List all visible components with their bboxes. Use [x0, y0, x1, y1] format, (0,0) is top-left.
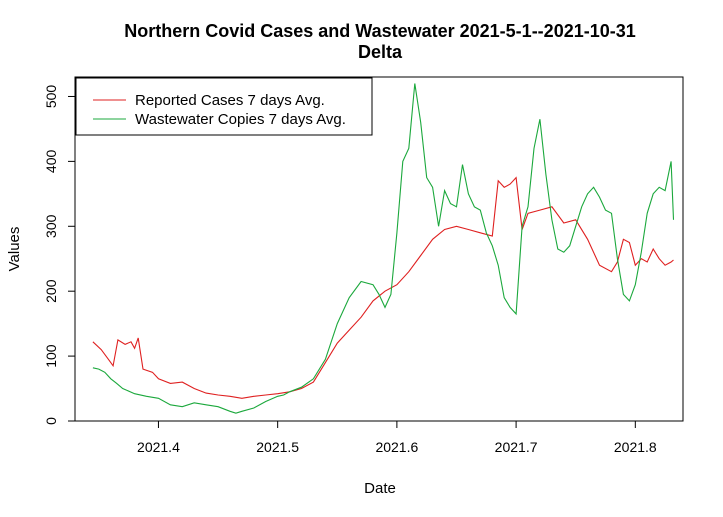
legend: Reported Cases 7 days Avg. Wastewater Co…	[75, 77, 373, 136]
y-tick-label: 200	[43, 279, 59, 303]
y-tick-label: 400	[43, 150, 59, 174]
y-tick-label: 0	[43, 417, 59, 425]
x-axis: 2021.4 2021.5 2021.6 2021.7 2021.8	[137, 421, 657, 455]
y-tick-label: 500	[43, 85, 59, 109]
series-line-0	[92, 176, 674, 399]
legend-label-wastewater: Wastewater Copies 7 days Avg.	[135, 111, 346, 128]
plot-frame	[74, 76, 684, 422]
chart-subtitle: Delta	[358, 42, 403, 62]
y-axis-label: Values	[6, 227, 23, 272]
x-tick-label: 2021.7	[495, 439, 538, 455]
x-tick-label: 2021.5	[256, 439, 299, 455]
x-tick-label: 2021.4	[137, 439, 180, 455]
series-line-1	[92, 83, 675, 414]
x-axis-label: Date	[364, 480, 396, 497]
y-tick-label: 300	[43, 214, 59, 238]
y-tick-label: 100	[43, 344, 59, 368]
y-axis: 0 100 200 300 400 500	[43, 85, 75, 425]
legend-box	[75, 77, 373, 136]
plot-area	[92, 83, 675, 414]
x-tick-label: 2021.8	[614, 439, 657, 455]
x-tick-label: 2021.6	[375, 439, 418, 455]
chart-title: Northern Covid Cases and Wastewater 2021…	[124, 21, 636, 41]
legend-label-cases: Reported Cases 7 days Avg.	[135, 92, 325, 109]
